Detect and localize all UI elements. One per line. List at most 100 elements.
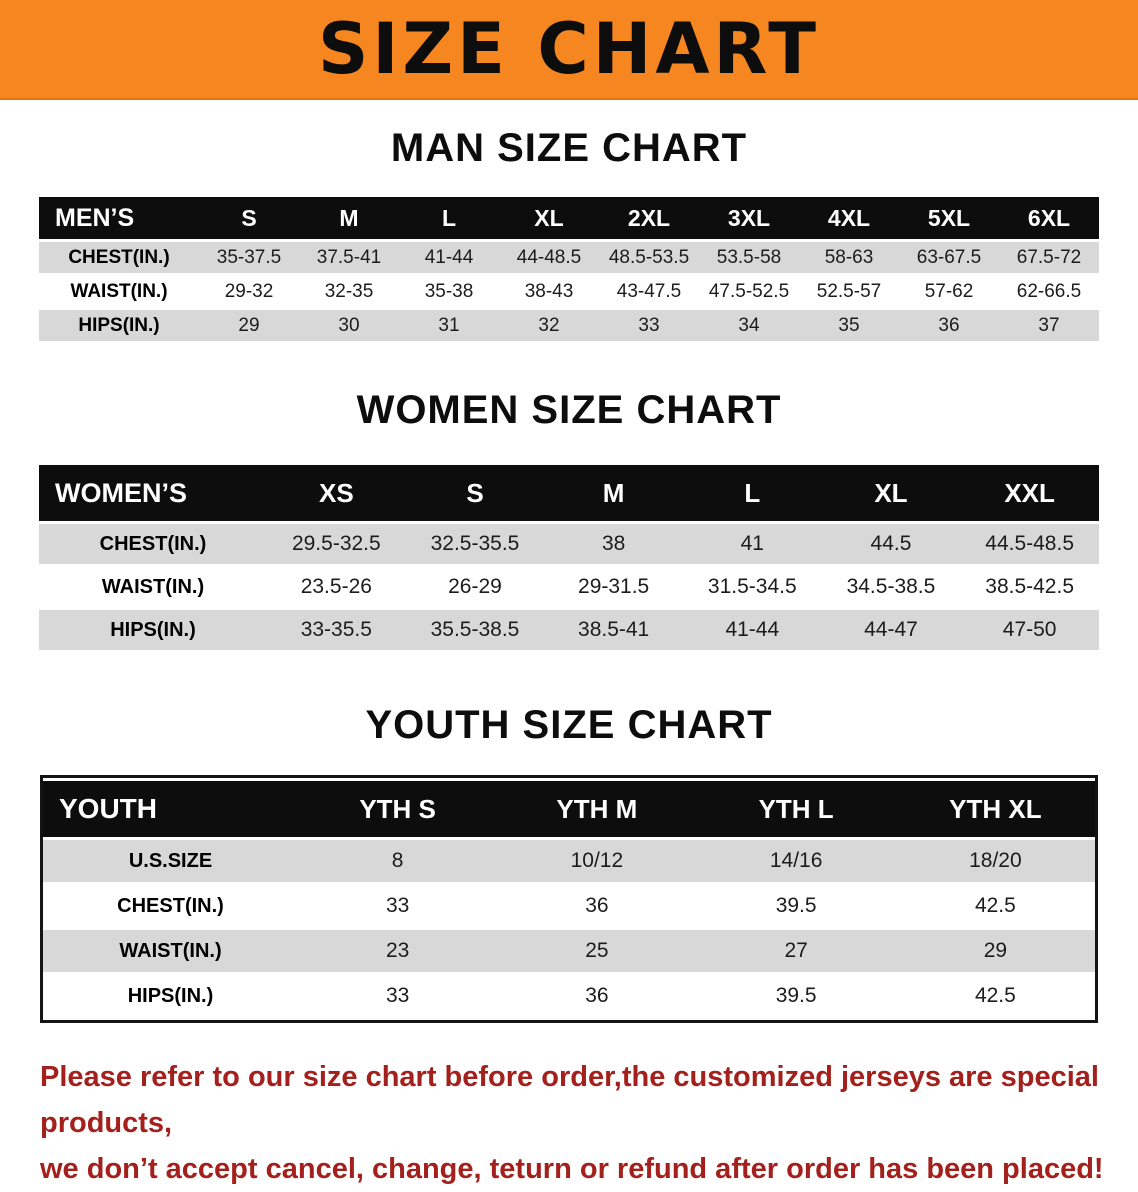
youth-corner-label: YOUTH [43, 781, 298, 837]
men-size-table: MEN’S S M L XL 2XL 3XL 4XL 5XL 6XL CHEST… [39, 194, 1099, 344]
size-cell: 44.5 [821, 524, 961, 564]
size-cell: 25 [497, 930, 697, 972]
size-cell: 41 [682, 524, 822, 564]
row-label: CHEST(IN.) [39, 524, 267, 564]
size-cell: 23.5-26 [267, 567, 406, 607]
table-row: WAIST(IN.) 29-32 32-35 35-38 38-43 43-47… [39, 276, 1099, 307]
size-cell: 32.5-35.5 [405, 524, 545, 564]
size-cell: 52.5-57 [799, 276, 899, 307]
size-column-header: M [299, 197, 399, 239]
size-column-header: 3XL [699, 197, 799, 239]
size-cell: 26-29 [405, 567, 545, 607]
size-column-header: 5XL [899, 197, 999, 239]
size-cell: 23 [298, 930, 498, 972]
size-cell: 37 [999, 310, 1099, 341]
size-column-header: L [399, 197, 499, 239]
size-column-header: M [544, 465, 683, 521]
size-cell: 38.5-42.5 [960, 567, 1099, 607]
size-cell: 14/16 [696, 840, 896, 882]
table-row: CHEST(IN.) 33 36 39.5 42.5 [43, 885, 1095, 927]
size-column-header: YTH M [497, 781, 697, 837]
size-column-header: YTH XL [895, 781, 1095, 837]
notice-line-2: we don’t accept cancel, change, teturn o… [40, 1152, 1104, 1185]
men-header-row: MEN’S S M L XL 2XL 3XL 4XL 5XL 6XL [39, 197, 1099, 239]
size-cell: 34 [699, 310, 799, 341]
youth-heading: YOUTH SIZE CHART [365, 703, 773, 747]
size-column-header: L [682, 465, 822, 521]
size-column-header: 6XL [999, 197, 1099, 239]
size-cell: 35.5-38.5 [405, 610, 545, 650]
size-cell: 47.5-52.5 [699, 276, 799, 307]
size-cell: 8 [298, 840, 498, 882]
banner: SIZE CHART [0, 0, 1138, 100]
size-cell: 29.5-32.5 [267, 524, 406, 564]
size-cell: 10/12 [497, 840, 697, 882]
size-cell: 44-48.5 [499, 242, 599, 273]
size-column-header: YTH L [696, 781, 896, 837]
size-cell: 57-62 [899, 276, 999, 307]
women-corner-label: WOMEN’S [39, 465, 267, 521]
men-heading: MAN SIZE CHART [390, 126, 748, 170]
size-cell: 32 [499, 310, 599, 341]
table-row: HIPS(IN.) 33 36 39.5 42.5 [43, 975, 1095, 1017]
size-cell: 42.5 [895, 975, 1095, 1017]
size-column-header: XL [499, 197, 599, 239]
row-label: CHEST(IN.) [39, 242, 199, 273]
size-cell: 42.5 [895, 885, 1095, 927]
row-label: HIPS(IN.) [39, 310, 199, 341]
size-column-header: 4XL [799, 197, 899, 239]
women-heading: WOMEN SIZE CHART [356, 388, 782, 432]
women-size-table: WOMEN’S XS S M L XL XXL CHEST(IN.) 29.5-… [39, 462, 1099, 653]
women-header-row: WOMEN’S XS S M L XL XXL [39, 465, 1099, 521]
size-cell: 43-47.5 [599, 276, 699, 307]
size-cell: 32-35 [299, 276, 399, 307]
table-row: CHEST(IN.) 29.5-32.5 32.5-35.5 38 41 44.… [39, 524, 1099, 564]
size-cell: 63-67.5 [899, 242, 999, 273]
size-cell: 31 [399, 310, 499, 341]
table-row: CHEST(IN.) 35-37.5 37.5-41 41-44 44-48.5… [39, 242, 1099, 273]
size-cell: 33-35.5 [267, 610, 406, 650]
size-cell: 36 [497, 885, 697, 927]
youth-section: YOUTH SIZE CHART YOUTH YTH S YTH M YTH L… [0, 705, 1138, 1023]
size-column-header: S [199, 197, 299, 239]
size-cell: 47-50 [960, 610, 1099, 650]
table-row: WAIST(IN.) 23.5-26 26-29 29-31.5 31.5-34… [39, 567, 1099, 607]
size-cell: 33 [599, 310, 699, 341]
size-cell: 35-38 [399, 276, 499, 307]
size-cell: 29-31.5 [544, 567, 683, 607]
size-cell: 27 [696, 930, 896, 972]
size-cell: 41-44 [682, 610, 822, 650]
notice-line-1: Please refer to our size chart before or… [40, 1061, 1099, 1139]
row-label: HIPS(IN.) [39, 610, 267, 650]
page-title: SIZE CHART [317, 8, 821, 90]
size-cell: 37.5-41 [299, 242, 399, 273]
size-cell: 41-44 [399, 242, 499, 273]
row-label: WAIST(IN.) [39, 276, 199, 307]
size-cell: 38 [544, 524, 683, 564]
row-label: HIPS(IN.) [43, 975, 298, 1017]
size-cell: 58-63 [799, 242, 899, 273]
size-cell: 44.5-48.5 [960, 524, 1099, 564]
size-cell: 36 [899, 310, 999, 341]
table-row: WAIST(IN.) 23 25 27 29 [43, 930, 1095, 972]
size-cell: 18/20 [895, 840, 1095, 882]
order-notice: Please refer to our size chart before or… [40, 1055, 1138, 1192]
size-cell: 62-66.5 [999, 276, 1099, 307]
size-cell: 53.5-58 [699, 242, 799, 273]
size-column-header: XL [821, 465, 961, 521]
size-cell: 34.5-38.5 [821, 567, 961, 607]
size-column-header: XXL [960, 465, 1099, 521]
table-row: HIPS(IN.) 29 30 31 32 33 34 35 36 37 [39, 310, 1099, 341]
size-column-header: 2XL [599, 197, 699, 239]
size-cell: 44-47 [821, 610, 961, 650]
size-cell: 35 [799, 310, 899, 341]
size-cell: 39.5 [696, 885, 896, 927]
row-label: WAIST(IN.) [39, 567, 267, 607]
men-corner-label: MEN’S [39, 197, 199, 239]
size-cell: 67.5-72 [999, 242, 1099, 273]
row-label: CHEST(IN.) [43, 885, 298, 927]
size-cell: 29 [895, 930, 1095, 972]
size-column-header: S [405, 465, 545, 521]
size-cell: 33 [298, 885, 498, 927]
